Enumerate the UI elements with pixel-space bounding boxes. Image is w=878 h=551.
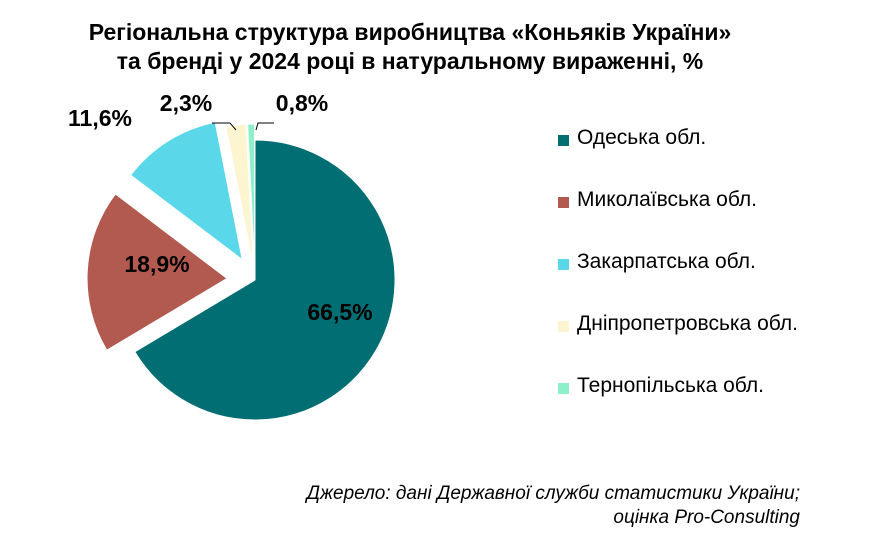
legend-label-zakarpattia: Закарпатська обл.	[577, 250, 756, 273]
source-line-2: оцінка Pro-Consulting	[613, 507, 800, 528]
leader-line-dnipropetrovsk	[212, 122, 237, 131]
legend-label-odesa: Одеська обл.	[577, 126, 707, 149]
data-label-odesa: 66,5%	[307, 299, 372, 325]
pie-slice-zakarpattia	[129, 121, 244, 261]
legend-swatch-ternopil	[558, 383, 569, 394]
legend-label-dnipropetrovsk: Дніпропетровська обл.	[577, 312, 798, 335]
leader-line-ternopil	[255, 122, 274, 131]
legend-label-mykolaiv: Миколаївська обл.	[577, 188, 758, 211]
pie-slice-dnipropetrovsk	[225, 123, 254, 265]
data-label-zakarpattia: 11,6%	[68, 105, 132, 131]
pie-slice-mykolaiv	[86, 193, 228, 351]
legend-swatch-odesa	[558, 135, 569, 146]
chart-title: Регіональна структура виробництва «Конья…	[0, 18, 820, 76]
chart-title-line-1: Регіональна структура виробництва «Конья…	[88, 19, 732, 45]
pie-slice-odesa	[134, 139, 396, 421]
legend-swatch-zakarpattia	[558, 259, 569, 270]
data-label-dnipropetrovsk: 2,3%	[160, 90, 212, 116]
data-label-ternopil: 0,8%	[276, 90, 328, 116]
source-line-1: Джерело: дані Державної служби статистик…	[306, 483, 800, 504]
legend-label-ternopil: Тернопільська обл.	[577, 374, 764, 397]
data-label-mykolaiv: 18,9%	[124, 251, 189, 277]
chart-title-line-2: та бренді у 2024 році в натуральному вир…	[116, 48, 704, 74]
source-note: Джерело: дані Державної служби статистик…	[307, 482, 800, 530]
legend-swatch-dnipropetrovsk	[558, 321, 569, 332]
legend-swatch-mykolaiv	[558, 197, 569, 208]
pie-slice-ternopil	[247, 123, 256, 265]
